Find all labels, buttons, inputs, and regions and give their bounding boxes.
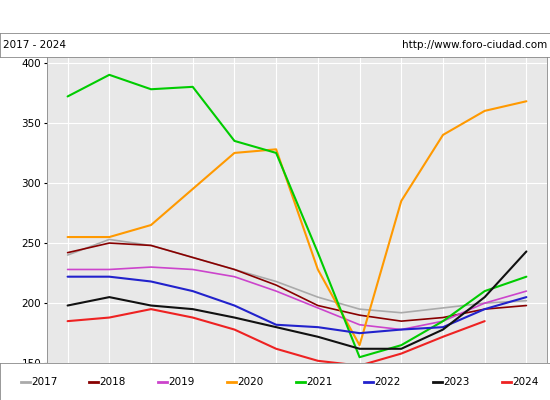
Text: 2020: 2020	[237, 377, 263, 386]
Text: 2021: 2021	[306, 377, 332, 386]
Text: 2024: 2024	[512, 377, 538, 386]
Text: 2022: 2022	[375, 377, 401, 386]
Text: http://www.foro-ciudad.com: http://www.foro-ciudad.com	[402, 40, 547, 50]
Text: 2019: 2019	[168, 377, 195, 386]
Text: 2023: 2023	[443, 377, 470, 386]
Text: Evolucion del paro registrado en Benahavís: Evolucion del paro registrado en Benahav…	[116, 8, 434, 24]
Text: 2018: 2018	[100, 377, 126, 386]
Text: 2017: 2017	[31, 377, 57, 386]
Text: 2017 - 2024: 2017 - 2024	[3, 40, 66, 50]
